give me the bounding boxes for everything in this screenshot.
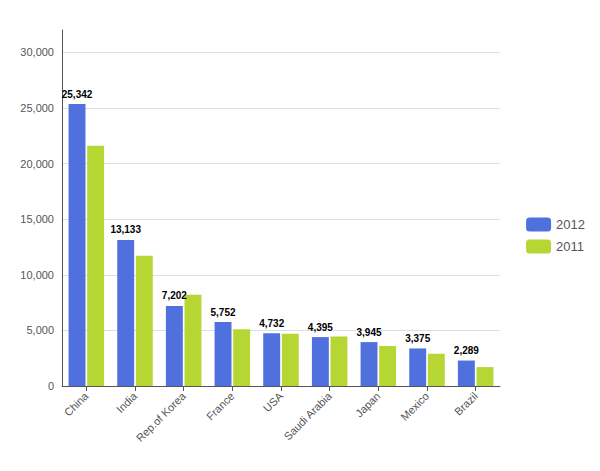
svg-text:7,202: 7,202 (162, 290, 187, 301)
svg-text:USA: USA (261, 389, 286, 414)
svg-text:Brazil: Brazil (452, 390, 480, 418)
svg-text:5,000: 5,000 (26, 324, 54, 336)
svg-text:Rep.of Korea: Rep.of Korea (134, 389, 189, 444)
svg-text:France: France (204, 390, 237, 423)
svg-text:3,945: 3,945 (357, 327, 382, 338)
svg-text:Japan: Japan (353, 390, 383, 420)
svg-text:Mexico: Mexico (398, 390, 431, 423)
svg-text:5,752: 5,752 (211, 307, 236, 318)
svg-text:25,000: 25,000 (20, 102, 54, 114)
svg-text:10,000: 10,000 (20, 269, 54, 281)
svg-text:30,000: 30,000 (20, 46, 54, 58)
svg-text:0: 0 (48, 380, 54, 392)
svg-text:2011: 2011 (556, 239, 584, 254)
svg-text:25,342: 25,342 (62, 89, 93, 100)
svg-text:2012: 2012 (556, 217, 585, 232)
svg-text:2,289: 2,289 (454, 345, 479, 356)
svg-text:4,732: 4,732 (259, 318, 284, 329)
svg-text:15,000: 15,000 (20, 213, 54, 225)
svg-text:Saudi Arabia: Saudi Arabia (281, 389, 334, 442)
svg-text:India: India (114, 389, 140, 415)
svg-text:20,000: 20,000 (20, 158, 54, 170)
svg-text:4,395: 4,395 (308, 322, 333, 333)
svg-text:13,133: 13,133 (110, 224, 141, 235)
svg-text:3,375: 3,375 (405, 333, 430, 344)
svg-text:China: China (62, 389, 91, 418)
